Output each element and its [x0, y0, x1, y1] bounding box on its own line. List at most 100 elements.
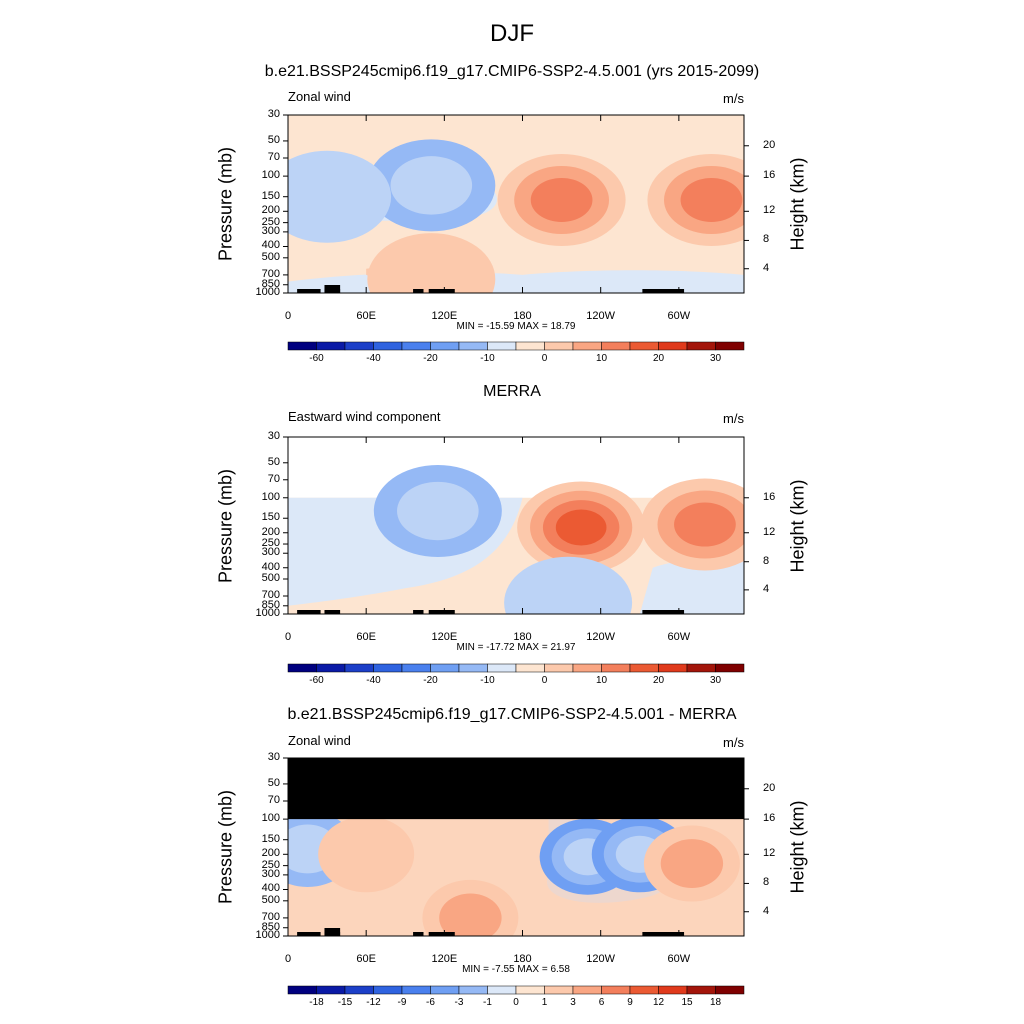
colorbar-box [458, 663, 488, 673]
topography [428, 610, 455, 614]
topography [324, 610, 341, 614]
pressure-tick-label: 300 [261, 224, 280, 237]
pressure-tick-label: 1000 [255, 286, 280, 298]
colorbar-tick-label: 1 [541, 997, 548, 1008]
height-tick-label: 12 [763, 204, 776, 217]
lon-tick-label: 60E [356, 310, 376, 322]
height-axis-title: Height (km) [787, 800, 808, 894]
min-max-stats: MIN = -7.55 MAX = 6.58 [462, 964, 570, 975]
colorbar-box [544, 985, 574, 995]
colorbar-tick-label: 0 [541, 353, 548, 364]
colorbar-box [686, 985, 716, 995]
panel-left-label: Zonal wind [288, 89, 351, 104]
panel-title: b.e21.BSSP245cmip6.f19_g17.CMIP6-SSP2-4.… [287, 706, 737, 723]
colorbar [287, 341, 745, 351]
colorbar-box [658, 663, 688, 673]
pressure-tick-label: 100 [261, 812, 280, 825]
colorbar-box [487, 341, 517, 351]
pressure-tick-label: 30 [267, 108, 280, 120]
colorbar-box [373, 985, 403, 995]
lon-tick-label: 180 [513, 631, 532, 643]
colorbar-tick-label: -9 [397, 997, 407, 1008]
contour-level [318, 816, 415, 893]
plot-frame [287, 436, 745, 615]
height-tick-label: 12 [763, 525, 776, 538]
topography [642, 289, 685, 293]
colorbar-box [458, 985, 488, 995]
lon-tick-label: 120W [586, 310, 616, 322]
colorbar-box [316, 663, 346, 673]
pressure-tick-label: 500 [261, 893, 280, 906]
colorbar-tick-label: 18 [709, 997, 722, 1008]
panel-left-label: Zonal wind [288, 733, 351, 748]
colorbar-tick-label: -6 [426, 997, 435, 1008]
height-tick-label: 4 [763, 582, 770, 595]
colorbar-box [715, 985, 745, 995]
colorbar-box [629, 985, 659, 995]
colorbar-box [572, 985, 602, 995]
colorbar-box [430, 985, 460, 995]
pressure-tick-label: 250 [261, 537, 280, 550]
pressure-tick-label: 70 [267, 151, 280, 163]
colorbar-box [373, 663, 403, 673]
pressure-tick-label: 200 [261, 204, 280, 217]
topography [642, 610, 685, 614]
colorbar-box [458, 341, 488, 351]
panel-left-label: Eastward wind component [288, 409, 441, 424]
pressure-tick-label: 300 [261, 867, 280, 880]
colorbar-box [287, 985, 317, 995]
colorbar-tick-label: -60 [309, 353, 324, 364]
pressure-tick-label: 50 [267, 776, 280, 789]
pressure-tick-label: 250 [261, 215, 280, 228]
pressure-tick-label: 200 [261, 525, 280, 538]
pressure-tick-label: 150 [261, 832, 280, 845]
topography [324, 928, 341, 936]
panel-title: MERRA [483, 383, 541, 400]
height-tick-label: 12 [763, 847, 776, 860]
colorbar-box [544, 341, 574, 351]
pressure-tick-label: 70 [267, 794, 280, 806]
topography [428, 932, 455, 936]
lon-tick-label: 120W [586, 631, 616, 643]
colorbar-tick-label: 10 [595, 675, 608, 686]
colorbar-tick-label: 20 [652, 675, 665, 686]
colorbar-tick-label: 30 [709, 675, 722, 686]
colorbar-box [373, 341, 403, 351]
pressure-axis-title: Pressure (mb) [215, 146, 236, 262]
topography [324, 285, 341, 293]
pressure-tick-label: 150 [261, 511, 280, 524]
pressure-tick-label: 700 [261, 588, 280, 601]
colorbar [287, 663, 745, 673]
height-tick-label: 16 [763, 490, 776, 503]
colorbar-tick-label: 9 [627, 997, 633, 1008]
height-tick-label: 8 [763, 876, 770, 889]
colorbar-box [487, 663, 517, 673]
colorbar-tick-label: -40 [366, 675, 381, 686]
height-tick-label: 4 [763, 261, 770, 274]
lon-tick-label: 60W [667, 953, 691, 965]
colorbar-box [344, 341, 374, 351]
lon-tick-label: 60W [667, 631, 691, 643]
colorbar-box [287, 663, 317, 673]
lon-tick-label: 120W [586, 953, 616, 965]
colorbar-tick-label: 20 [652, 353, 665, 364]
colorbar-box [401, 985, 431, 995]
colorbar-box [629, 341, 659, 351]
height-axis-title: Height (km) [787, 478, 808, 573]
colorbar-box [515, 341, 545, 351]
height-tick-label: 16 [763, 812, 776, 825]
colorbar-tick-label: 6 [598, 997, 605, 1008]
min-max-stats: MIN = -15.59 MAX = 18.79 [456, 321, 576, 332]
colorbar-tick-label: -10 [480, 353, 495, 364]
colorbar-tick-label: -12 [366, 997, 381, 1008]
pressure-tick-label: 400 [261, 882, 280, 895]
colorbar-tick-label: -20 [423, 675, 438, 686]
colorbar-tick-label: -40 [366, 353, 381, 364]
pressure-axis-title: Pressure (mb) [215, 468, 236, 583]
contour-level [504, 556, 633, 614]
pressure-tick-label: 200 [261, 847, 280, 860]
colorbar-box [715, 341, 745, 351]
lon-tick-label: 60E [356, 631, 376, 643]
contour-level [680, 177, 743, 222]
